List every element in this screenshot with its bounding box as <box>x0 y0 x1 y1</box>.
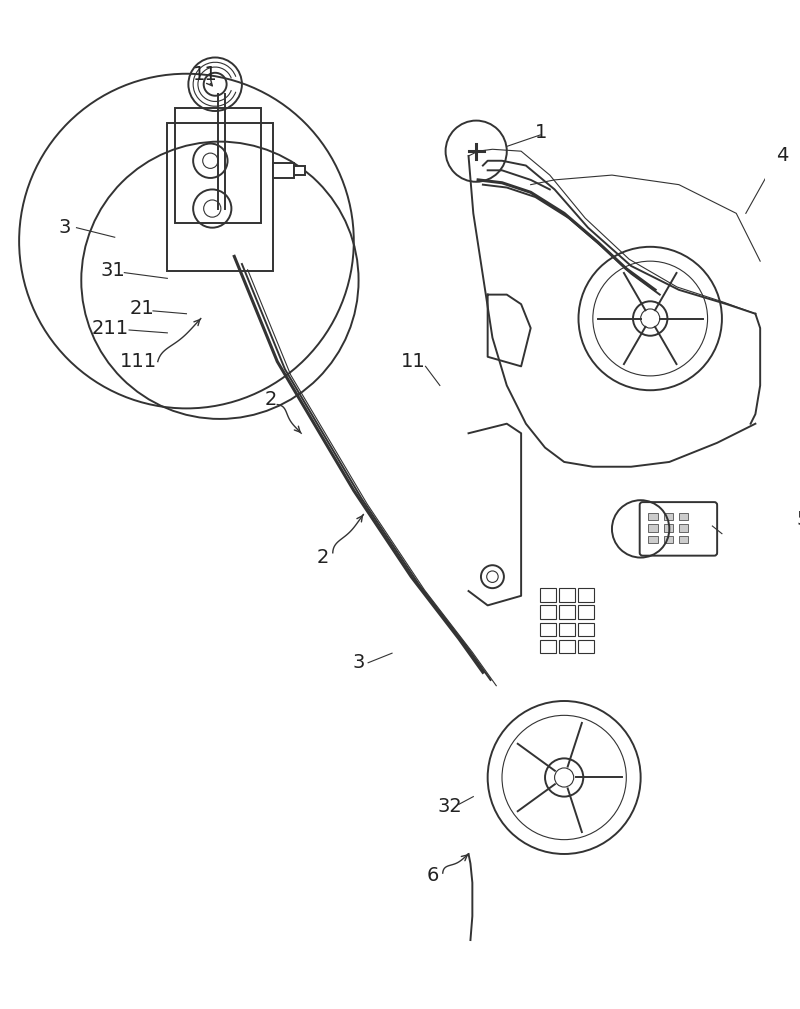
Bar <box>578 640 594 653</box>
Bar <box>559 640 574 653</box>
Circle shape <box>488 701 641 854</box>
Bar <box>540 605 555 619</box>
Bar <box>559 605 574 619</box>
Bar <box>578 588 594 601</box>
Text: 5: 5 <box>797 510 800 529</box>
Text: 31: 31 <box>101 261 126 281</box>
Bar <box>540 640 555 653</box>
Bar <box>540 588 555 601</box>
FancyBboxPatch shape <box>679 536 689 543</box>
FancyBboxPatch shape <box>663 524 673 532</box>
Text: 1: 1 <box>535 122 547 141</box>
Circle shape <box>481 565 504 588</box>
Bar <box>559 623 574 636</box>
FancyBboxPatch shape <box>679 513 689 521</box>
Text: 3: 3 <box>352 653 365 672</box>
FancyBboxPatch shape <box>648 536 658 543</box>
Circle shape <box>545 759 583 797</box>
Circle shape <box>578 247 722 390</box>
FancyBboxPatch shape <box>648 513 658 521</box>
FancyBboxPatch shape <box>663 536 673 543</box>
FancyBboxPatch shape <box>640 502 717 556</box>
FancyBboxPatch shape <box>663 513 673 521</box>
Text: 3: 3 <box>59 218 71 237</box>
Text: 4: 4 <box>776 146 788 165</box>
FancyBboxPatch shape <box>648 524 658 532</box>
Text: 6: 6 <box>427 866 439 885</box>
FancyBboxPatch shape <box>679 524 689 532</box>
Text: 2: 2 <box>317 548 330 567</box>
FancyBboxPatch shape <box>294 165 305 176</box>
Bar <box>175 108 261 223</box>
FancyBboxPatch shape <box>273 162 294 178</box>
Text: 111: 111 <box>120 352 158 371</box>
Bar <box>578 623 594 636</box>
Text: 21: 21 <box>129 300 154 319</box>
Text: 11: 11 <box>401 352 426 371</box>
Text: 11: 11 <box>194 66 218 84</box>
Bar <box>578 605 594 619</box>
Circle shape <box>633 302 667 336</box>
Text: 211: 211 <box>91 319 129 338</box>
Bar <box>559 588 574 601</box>
Text: 2: 2 <box>265 390 277 410</box>
Bar <box>540 623 555 636</box>
Text: 32: 32 <box>437 797 462 815</box>
